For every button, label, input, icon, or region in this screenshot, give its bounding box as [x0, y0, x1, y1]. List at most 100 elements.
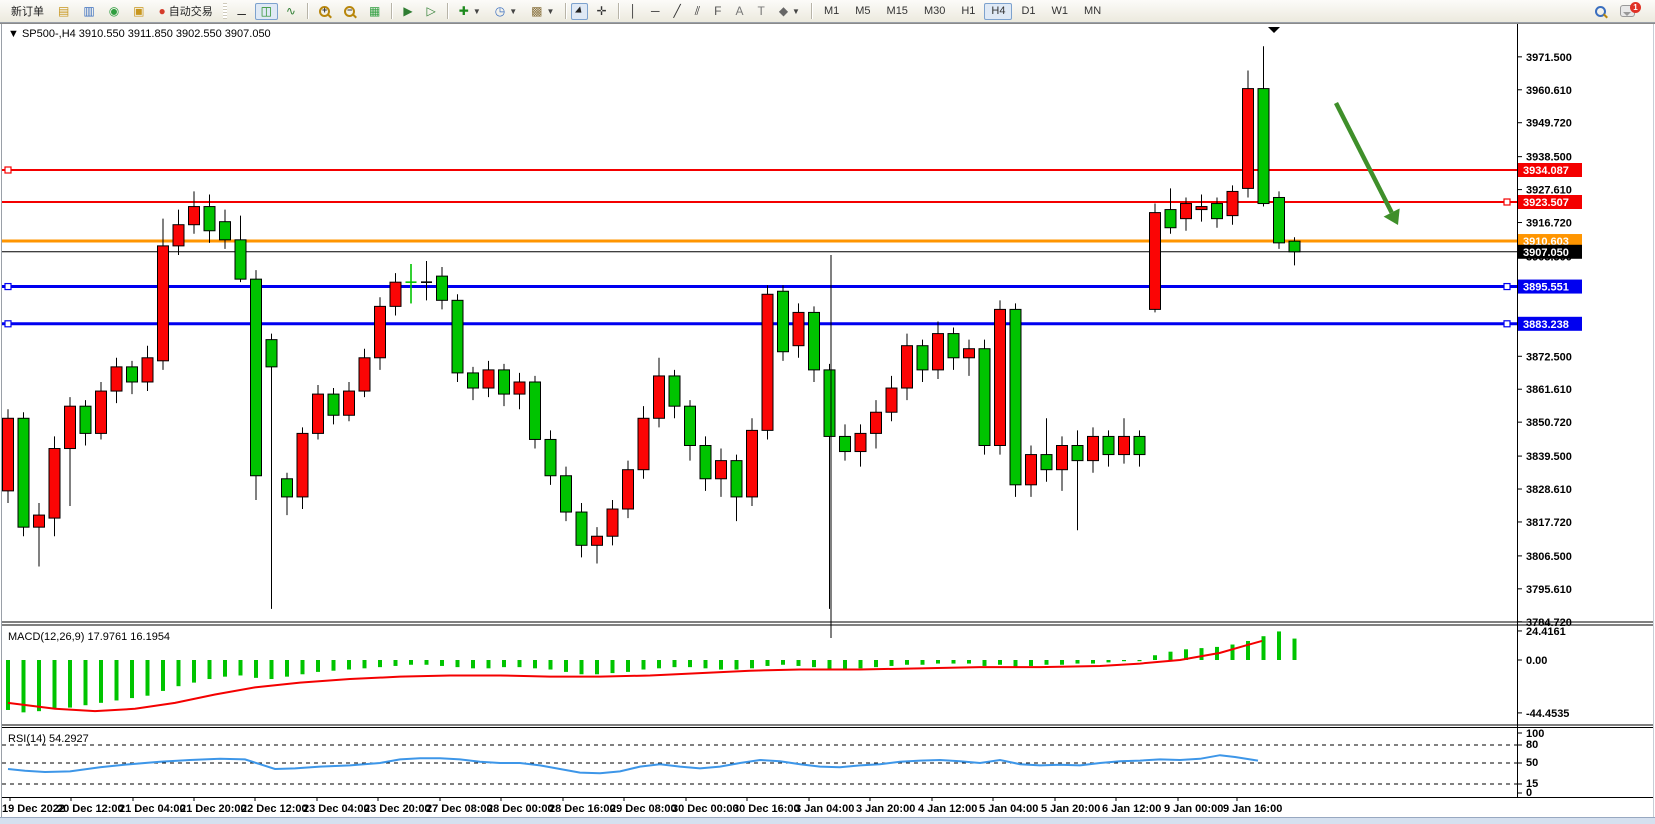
candle-body	[436, 275, 448, 301]
support-line-3883-handle[interactable]	[4, 320, 12, 328]
trend-arrow-annotation[interactable]	[1333, 101, 1394, 214]
timeframe-w1[interactable]: W1	[1051, 5, 1069, 17]
data-window-icon[interactable]: ▥	[77, 3, 100, 20]
candle-body	[1149, 212, 1161, 310]
rsi-tick-label: 0	[1526, 787, 1532, 799]
support-line-3895-handle[interactable]	[1503, 282, 1511, 291]
market-watch-icon: ▤	[58, 4, 70, 18]
shapes-icon[interactable]: ◆ ▼	[773, 3, 806, 20]
auto-scroll-icon[interactable]: ▶	[397, 3, 418, 20]
data-window-icon: ▥	[83, 4, 95, 18]
candle-body	[932, 333, 944, 371]
price-tick-label: 3806.500	[1526, 551, 1572, 563]
candle-body	[374, 305, 386, 359]
support-line-3895-handle[interactable]	[4, 282, 12, 291]
vertical-line-icon[interactable]: │	[624, 3, 644, 20]
line-chart-icon: ∿	[285, 4, 296, 18]
time-tick-label: 20 Dec 12:00	[57, 803, 124, 815]
macd-tick-label: -44.4535	[1526, 708, 1569, 720]
templates-icon[interactable]: ▩ ▼	[525, 3, 560, 20]
tile-windows-icon: ▦	[368, 4, 381, 18]
autotrade-button[interactable]: ● 自动交易	[153, 3, 219, 20]
toolbar-grip	[222, 3, 227, 19]
price-tick-label: 3784.720	[1526, 617, 1572, 629]
candle-body	[1273, 196, 1285, 244]
toolbar: 新订单 ▤ ▥ ◉ ▣ ● 自动交易 𝍠 ◫ ∿ + − ▦ ▶ ▷ ✚ ▼ ◷ ▼ ▩ ▼ ✛ │ ─ ╱ ⫽ F A T ◆ ▼ M1 M5…	[0, 0, 1655, 23]
candle-body	[591, 535, 603, 546]
candlestick-chart-icon: ◫	[260, 4, 272, 18]
candle-body	[575, 511, 588, 546]
text-label-icon[interactable]: T	[751, 3, 770, 20]
fibonacci-icon[interactable]: F	[708, 3, 727, 20]
candlestick-chart-icon[interactable]: ◫	[254, 2, 278, 20]
zoom-in-button[interactable]: +	[313, 3, 336, 20]
text-icon[interactable]: A	[729, 3, 749, 20]
rsi-label: RSI(14) 54.2927	[8, 733, 89, 745]
new-order-button[interactable]: 新订单	[5, 3, 50, 20]
time-tick-label: 30 Dec 00:00	[672, 803, 739, 815]
timeframe-m5[interactable]: M5	[855, 5, 871, 17]
timeframe-m15[interactable]: M15	[886, 5, 908, 17]
crosshair-icon[interactable]: ✛	[590, 3, 612, 20]
horizontal-line-icon[interactable]: ─	[645, 3, 666, 20]
notification-badge: 1	[1630, 2, 1641, 13]
timeframe-h1[interactable]: H1	[961, 5, 976, 17]
time-tick-label: 28 Dec 16:00	[549, 803, 616, 815]
price-tick-label: 3795.610	[1526, 584, 1572, 596]
candle-body	[746, 429, 758, 498]
autotrade-button: ●	[158, 4, 166, 18]
timeframe-m1[interactable]: M1	[823, 5, 840, 17]
chart-shift-icon: ▷	[426, 4, 436, 18]
candle-body	[792, 311, 805, 347]
line-chart-icon[interactable]: ∿	[280, 3, 302, 20]
market-watch-icon[interactable]: ▤	[52, 3, 75, 20]
macd-signal-line	[7, 639, 1263, 713]
chevron-down-icon: ▼	[509, 6, 518, 16]
chart-title: ▼ SP500-,H4 3910.550 3911.850 3902.550 3…	[8, 28, 271, 40]
indicators-icon[interactable]: ✚ ▼	[453, 3, 487, 20]
timeframe-mn[interactable]: MN	[1084, 5, 1102, 17]
channel-icon[interactable]: ⫽	[689, 3, 706, 20]
resistance-line-3934-handle[interactable]	[4, 166, 12, 174]
chart-shift-icon[interactable]: ▷	[421, 3, 442, 20]
timeframe-d1[interactable]: D1	[1021, 5, 1036, 17]
price-badge-label: 3883.238	[1523, 319, 1569, 331]
candle-body	[947, 333, 960, 359]
candle-body	[451, 299, 464, 374]
chat-button[interactable]: 1	[1614, 2, 1641, 20]
bar-chart-icon[interactable]: 𝍠	[231, 3, 253, 20]
navigator-icon[interactable]: ◉	[103, 3, 125, 20]
candle-body	[637, 417, 650, 471]
periods-icon[interactable]: ◷ ▼	[489, 3, 523, 20]
chevron-down-icon: ▼	[472, 6, 481, 16]
timeframe-h4[interactable]: H4	[984, 2, 1013, 20]
macd-tick-label: 24.4161	[1526, 626, 1566, 638]
tile-windows-icon[interactable]: ▦	[363, 3, 386, 20]
trend-arrow-head[interactable]	[1383, 208, 1400, 225]
candle-body	[529, 381, 541, 440]
search-button[interactable]	[1589, 3, 1612, 20]
candle-body	[95, 390, 107, 434]
terminal-icon[interactable]: ▣	[127, 3, 150, 20]
support-line-3883-handle[interactable]	[1503, 320, 1511, 328]
candle-body	[901, 345, 913, 389]
crosshair-icon: ✛	[596, 4, 607, 18]
rsi-line	[7, 754, 1259, 775]
terminal-icon: ▣	[133, 4, 145, 18]
timeframe-m30[interactable]: M30	[923, 5, 946, 17]
candle-body	[761, 293, 774, 431]
price-badge	[1518, 195, 1582, 210]
resistance-line-3923-handle[interactable]	[1503, 198, 1511, 206]
channel-icon: ⫽	[694, 4, 701, 18]
candle-body	[1164, 209, 1177, 229]
price-badge-label: 3907.050	[1523, 247, 1569, 259]
time-tick-label: 23 Dec 04:00	[303, 803, 370, 815]
candle-body	[296, 432, 309, 498]
candle-body	[808, 311, 820, 371]
cursor-button[interactable]	[571, 2, 589, 20]
zoom-out-button[interactable]: −	[338, 3, 361, 20]
trendline-icon[interactable]: ╱	[668, 3, 687, 20]
price-badge	[1518, 316, 1582, 331]
candle-body	[699, 445, 712, 480]
